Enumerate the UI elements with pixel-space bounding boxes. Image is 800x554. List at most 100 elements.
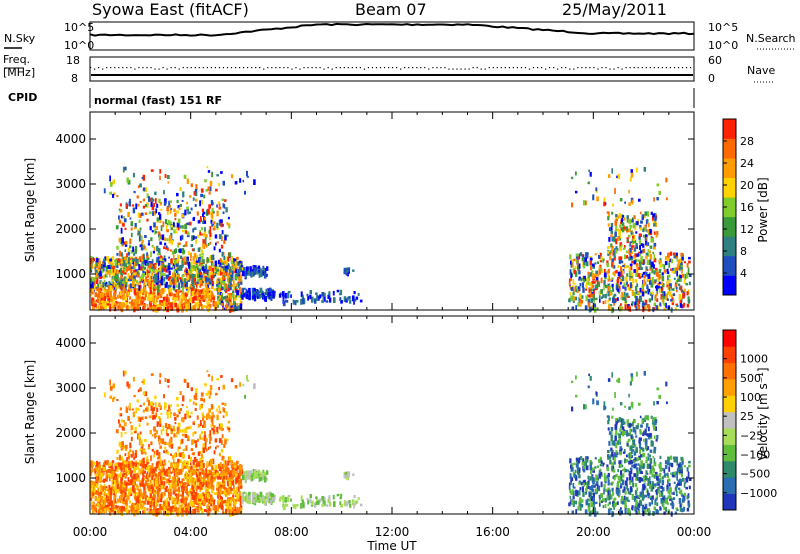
velocity-point: [144, 452, 147, 455]
power-point: [680, 262, 683, 266]
power-point: [600, 256, 603, 261]
velocity-point: [141, 500, 144, 503]
power-point: [236, 261, 239, 266]
velocity-point: [126, 457, 128, 462]
power-point: [661, 272, 664, 276]
power-point: [181, 234, 184, 240]
power-point: [640, 261, 643, 264]
nave-dot: [504, 67, 506, 69]
power-point: [194, 295, 197, 301]
power-point: [336, 289, 340, 293]
velocity-point: [125, 485, 128, 492]
velocity-point: [158, 464, 161, 471]
nave-dot: [186, 67, 188, 69]
power-point: [220, 300, 224, 304]
velocity-point: [158, 416, 161, 419]
power-point: [598, 255, 601, 259]
velocity-point: [159, 469, 162, 476]
power-point: [650, 211, 653, 215]
power-point: [139, 296, 142, 302]
velocity-point: [211, 489, 214, 494]
power-point: [105, 294, 108, 299]
power-point: [665, 294, 668, 301]
power-point: [588, 169, 590, 173]
velocity-point: [193, 456, 197, 463]
power-point: [158, 212, 161, 215]
nave-dot: [436, 67, 438, 69]
power-point: [103, 289, 106, 293]
power-point: [162, 306, 166, 312]
power-point: [144, 187, 148, 193]
power-point: [198, 306, 200, 309]
power-point: [590, 288, 593, 292]
power-point: [638, 266, 640, 271]
power-point: [636, 167, 638, 173]
nave-dot: [307, 67, 309, 69]
power-point: [148, 281, 151, 287]
power-point: [144, 259, 148, 266]
velocity-point: [113, 508, 117, 512]
nsky-tick-top: 10^5: [64, 21, 94, 34]
power-point: [608, 227, 612, 232]
velocity-point: [157, 435, 161, 439]
power-point: [142, 270, 145, 274]
power-point: [619, 198, 623, 202]
power-point: [169, 209, 172, 214]
power-point: [196, 265, 199, 268]
power-point: [142, 279, 145, 284]
power-point: [607, 216, 610, 221]
velocity-point: [172, 476, 175, 482]
power-point: [137, 273, 140, 278]
power-point: [587, 281, 590, 286]
power-x-ticks: [89, 112, 695, 310]
nave-dot: [351, 67, 353, 69]
power-point: [611, 283, 614, 288]
power-point: [196, 279, 200, 282]
nave-dot: [645, 67, 647, 69]
nave-dot: [601, 67, 603, 69]
power-point: [101, 302, 105, 308]
power-point: [151, 244, 154, 248]
velocity-point: [218, 407, 221, 414]
power-point: [671, 297, 674, 300]
power-point: [663, 307, 666, 311]
power-point: [654, 222, 657, 227]
velocity-point: [231, 460, 233, 465]
power-point: [657, 285, 660, 289]
nave-dot: [690, 67, 692, 69]
velocity-point: [196, 499, 200, 504]
power-point: [126, 305, 129, 311]
velocity-point: [120, 478, 123, 484]
power-point: [618, 258, 621, 264]
colorbar-swatch: [723, 158, 736, 178]
nsearch-label: N.Search: [746, 32, 796, 45]
power-point: [207, 170, 211, 173]
power-point: [173, 254, 175, 260]
nave-dot: [130, 67, 132, 69]
power-point: [169, 280, 172, 286]
velocity-point: [172, 470, 174, 474]
power-point: [259, 287, 263, 294]
power-point: [175, 285, 178, 288]
velocity-point: [216, 483, 219, 488]
power-point: [156, 293, 160, 298]
power-point: [672, 293, 676, 297]
velocity-point: [193, 482, 195, 487]
power-point: [203, 277, 205, 282]
velocity-point: [211, 412, 214, 418]
velocity-point: [146, 467, 149, 471]
power-point: [133, 252, 136, 256]
power-point: [191, 297, 195, 303]
velocity-point: [217, 492, 221, 497]
velocity-point: [208, 508, 211, 511]
power-point: [112, 179, 116, 185]
nave-dot: [319, 67, 321, 69]
power-point: [175, 248, 177, 254]
velocity-point: [127, 451, 130, 457]
power-point: [591, 280, 594, 284]
colorbar-swatch: [723, 275, 736, 296]
power-point: [144, 266, 146, 270]
power-point: [607, 286, 611, 292]
power-point: [652, 213, 656, 218]
